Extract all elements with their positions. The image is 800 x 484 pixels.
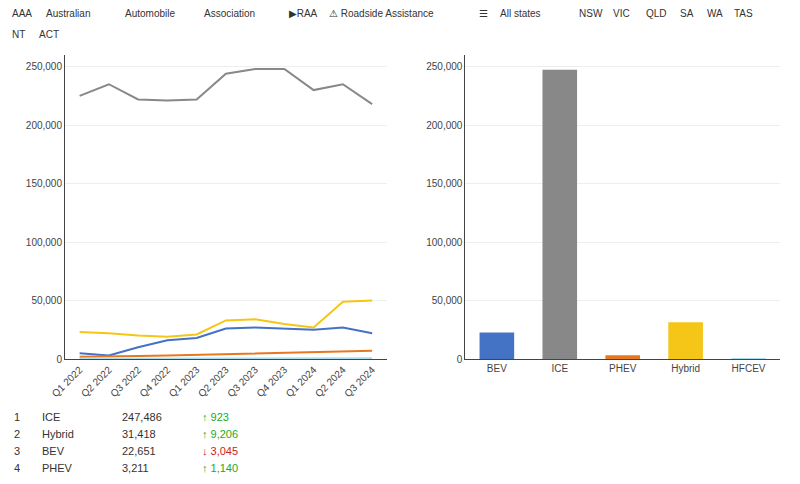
svg-text:ICE: ICE bbox=[551, 363, 568, 374]
svg-text:Hybrid: Hybrid bbox=[42, 428, 74, 440]
svg-text:Q4 2023: Q4 2023 bbox=[254, 364, 289, 399]
svg-text:⚠ Roadside Assistance: ⚠ Roadside Assistance bbox=[329, 8, 434, 19]
svg-text:Automobile: Automobile bbox=[125, 8, 175, 19]
svg-text:2: 2 bbox=[14, 428, 20, 440]
svg-text:QLD: QLD bbox=[646, 8, 667, 19]
svg-text:HFCEV: HFCEV bbox=[732, 363, 766, 374]
svg-text:50,000: 50,000 bbox=[432, 295, 463, 306]
svg-text:0: 0 bbox=[56, 354, 62, 365]
svg-text:Q3 2022: Q3 2022 bbox=[108, 364, 143, 399]
svg-text:3: 3 bbox=[14, 445, 20, 457]
svg-text:↑ 9,206: ↑ 9,206 bbox=[202, 428, 238, 440]
svg-text:22,651: 22,651 bbox=[122, 445, 156, 457]
svg-text:↑ 1,140: ↑ 1,140 bbox=[202, 462, 238, 474]
svg-text:Q2 2022: Q2 2022 bbox=[79, 364, 114, 399]
svg-text:▶RAA: ▶RAA bbox=[289, 8, 318, 19]
svg-text:NT: NT bbox=[12, 29, 25, 40]
svg-text:Q4 2022: Q4 2022 bbox=[137, 364, 172, 399]
svg-text:Q3 2023: Q3 2023 bbox=[225, 364, 260, 399]
svg-text:NSW: NSW bbox=[579, 8, 603, 19]
svg-text:BEV: BEV bbox=[487, 363, 507, 374]
svg-text:Q2 2024: Q2 2024 bbox=[313, 364, 348, 399]
svg-text:3,211: 3,211 bbox=[122, 462, 149, 474]
svg-text:AAA: AAA bbox=[12, 8, 32, 19]
svg-text:250,000: 250,000 bbox=[26, 61, 63, 72]
svg-text:↓ 3,045: ↓ 3,045 bbox=[202, 445, 238, 457]
svg-text:☰: ☰ bbox=[479, 8, 488, 19]
svg-text:4: 4 bbox=[14, 462, 20, 474]
svg-text:150,000: 150,000 bbox=[26, 178, 63, 189]
svg-text:200,000: 200,000 bbox=[26, 120, 63, 131]
svg-text:100,000: 100,000 bbox=[426, 237, 463, 248]
svg-text:SA: SA bbox=[680, 8, 694, 19]
svg-text:ACT: ACT bbox=[39, 29, 59, 40]
svg-text:0: 0 bbox=[457, 354, 463, 365]
svg-text:VIC: VIC bbox=[613, 8, 630, 19]
svg-text:50,000: 50,000 bbox=[31, 295, 62, 306]
svg-text:Hybrid: Hybrid bbox=[671, 363, 700, 374]
svg-text:Association: Association bbox=[204, 8, 255, 19]
svg-text:150,000: 150,000 bbox=[426, 178, 463, 189]
svg-text:1: 1 bbox=[14, 411, 20, 423]
svg-text:PHEV: PHEV bbox=[42, 462, 73, 474]
svg-text:BEV: BEV bbox=[42, 445, 65, 457]
svg-text:Q1 2024: Q1 2024 bbox=[284, 364, 319, 399]
svg-text:250,000: 250,000 bbox=[426, 61, 463, 72]
svg-text:Q1 2023: Q1 2023 bbox=[167, 364, 202, 399]
svg-text:WA: WA bbox=[707, 8, 723, 19]
svg-text:Q1 2022: Q1 2022 bbox=[50, 364, 85, 399]
svg-text:31,418: 31,418 bbox=[122, 428, 156, 440]
svg-text:Q3 2024: Q3 2024 bbox=[342, 364, 377, 399]
svg-text:100,000: 100,000 bbox=[26, 237, 63, 248]
svg-text:All states: All states bbox=[500, 8, 541, 19]
svg-text:TAS: TAS bbox=[734, 8, 753, 19]
svg-text:ICE: ICE bbox=[42, 411, 60, 423]
svg-text:↑ 923: ↑ 923 bbox=[202, 411, 229, 423]
svg-text:247,486: 247,486 bbox=[122, 411, 162, 423]
svg-text:Australian: Australian bbox=[46, 8, 90, 19]
svg-text:PHEV: PHEV bbox=[609, 363, 637, 374]
svg-text:Q2 2023: Q2 2023 bbox=[196, 364, 231, 399]
svg-text:200,000: 200,000 bbox=[426, 120, 463, 131]
